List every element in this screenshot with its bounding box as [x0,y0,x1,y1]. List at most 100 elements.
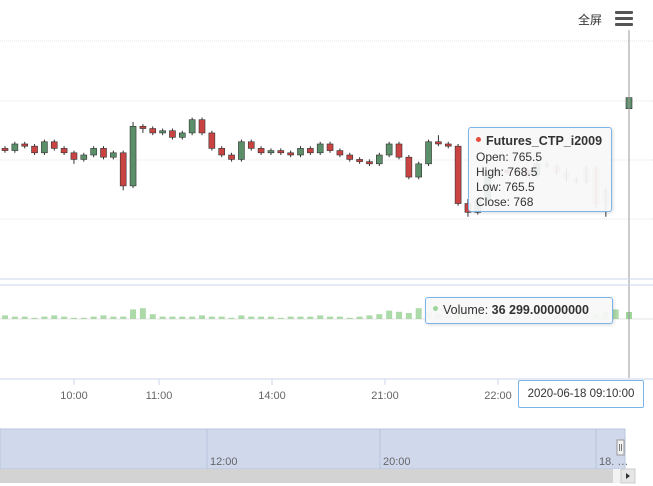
volume-bar[interactable] [31,317,38,319]
volume-bar[interactable] [100,315,107,319]
candle[interactable] [90,148,97,156]
volume-bar[interactable] [169,316,176,319]
candle[interactable] [336,150,344,156]
volume-bar[interactable] [366,315,373,319]
candle[interactable] [405,156,413,178]
volume-bar[interactable] [287,316,294,319]
candle[interactable] [139,126,147,129]
volume-bar[interactable] [346,317,353,319]
volume-bar[interactable] [110,316,117,319]
volume-bar[interactable] [297,316,304,319]
candle[interactable] [80,154,88,160]
volume-bar[interactable] [405,313,412,319]
volume-bar[interactable] [228,317,235,319]
volume-bar[interactable] [130,309,137,319]
candle[interactable] [70,152,78,160]
candle[interactable] [307,148,314,154]
volume-bar[interactable] [396,311,402,319]
volume-bar[interactable] [189,316,196,319]
candle[interactable] [159,130,166,134]
candle[interactable] [228,154,235,160]
candle[interactable] [218,148,225,156]
volume-bar[interactable] [70,317,77,319]
candle[interactable] [435,141,442,145]
candle[interactable] [100,148,107,158]
volume-bar[interactable] [258,316,265,319]
candle[interactable] [31,145,38,154]
scrollbar-thumb[interactable] [0,469,613,483]
candle[interactable] [21,143,29,147]
volume-bar[interactable] [277,317,284,319]
volume-bar[interactable] [199,315,205,319]
volume-bar[interactable] [336,316,343,319]
volume-bar[interactable] [179,316,186,319]
candle[interactable] [11,143,19,151]
volume-bar[interactable] [238,315,245,319]
candle[interactable] [198,119,206,134]
navigator-tick-label: 18. … [599,456,628,468]
candle[interactable] [316,143,324,154]
volume-bar[interactable] [356,316,363,319]
volume-bar[interactable] [2,315,8,319]
volume-bar[interactable] [612,309,619,319]
candle[interactable] [60,148,68,154]
volume-bar[interactable] [139,308,146,319]
candle[interactable] [287,152,294,156]
candle[interactable] [208,132,216,149]
candle[interactable] [415,163,423,178]
volume-bar[interactable] [376,314,383,319]
volume-bar[interactable] [80,317,87,319]
volume-bar[interactable] [61,316,68,319]
candle[interactable] [277,150,285,154]
volume-bar[interactable] [90,316,97,319]
volume-bar[interactable] [120,316,127,319]
candle[interactable] [257,148,265,154]
navigator-handle[interactable] [616,439,625,456]
volume-bar[interactable] [415,308,422,319]
candle[interactable] [119,152,127,187]
candle[interactable] [129,126,137,187]
candle[interactable] [179,132,186,138]
volume-bar[interactable] [248,316,255,319]
candle[interactable] [41,141,48,154]
candle[interactable] [149,128,157,134]
candle[interactable] [366,161,373,165]
volume-bar[interactable] [218,316,225,319]
candle[interactable] [1,148,9,151]
volume-bar[interactable] [386,310,393,319]
fullscreen-button[interactable]: 全屏 [578,13,603,27]
candle[interactable] [297,148,304,156]
volume-dot-icon [433,306,438,312]
candle[interactable] [385,143,393,156]
candle[interactable] [444,143,452,147]
candle[interactable] [110,152,117,158]
volume-bar[interactable] [11,316,18,319]
candle[interactable] [50,141,58,149]
volume-bar[interactable] [317,315,324,319]
volume-bar[interactable] [208,316,215,319]
candle[interactable] [395,143,403,158]
volume-bar[interactable] [41,316,48,319]
hamburger-menu-icon[interactable] [615,11,633,27]
close-value: 768 [513,195,534,209]
candle[interactable] [169,130,176,138]
candle[interactable] [267,150,275,154]
volume-bar[interactable] [159,316,166,319]
navigator-area[interactable] [0,428,626,470]
volume-bar[interactable] [327,316,334,319]
volume-bar[interactable] [51,315,58,319]
candle[interactable] [188,119,196,134]
volume-bar[interactable] [307,316,314,319]
candle[interactable] [238,141,245,160]
candle[interactable] [326,143,334,151]
candle[interactable] [356,159,363,162]
candle[interactable] [247,141,255,149]
candle[interactable] [454,145,462,204]
volume-bar[interactable] [149,314,156,319]
candle[interactable] [425,141,432,165]
volume-bar[interactable] [21,316,28,319]
candle[interactable] [346,154,354,160]
candle[interactable] [375,154,383,165]
volume-bar[interactable] [267,316,274,319]
